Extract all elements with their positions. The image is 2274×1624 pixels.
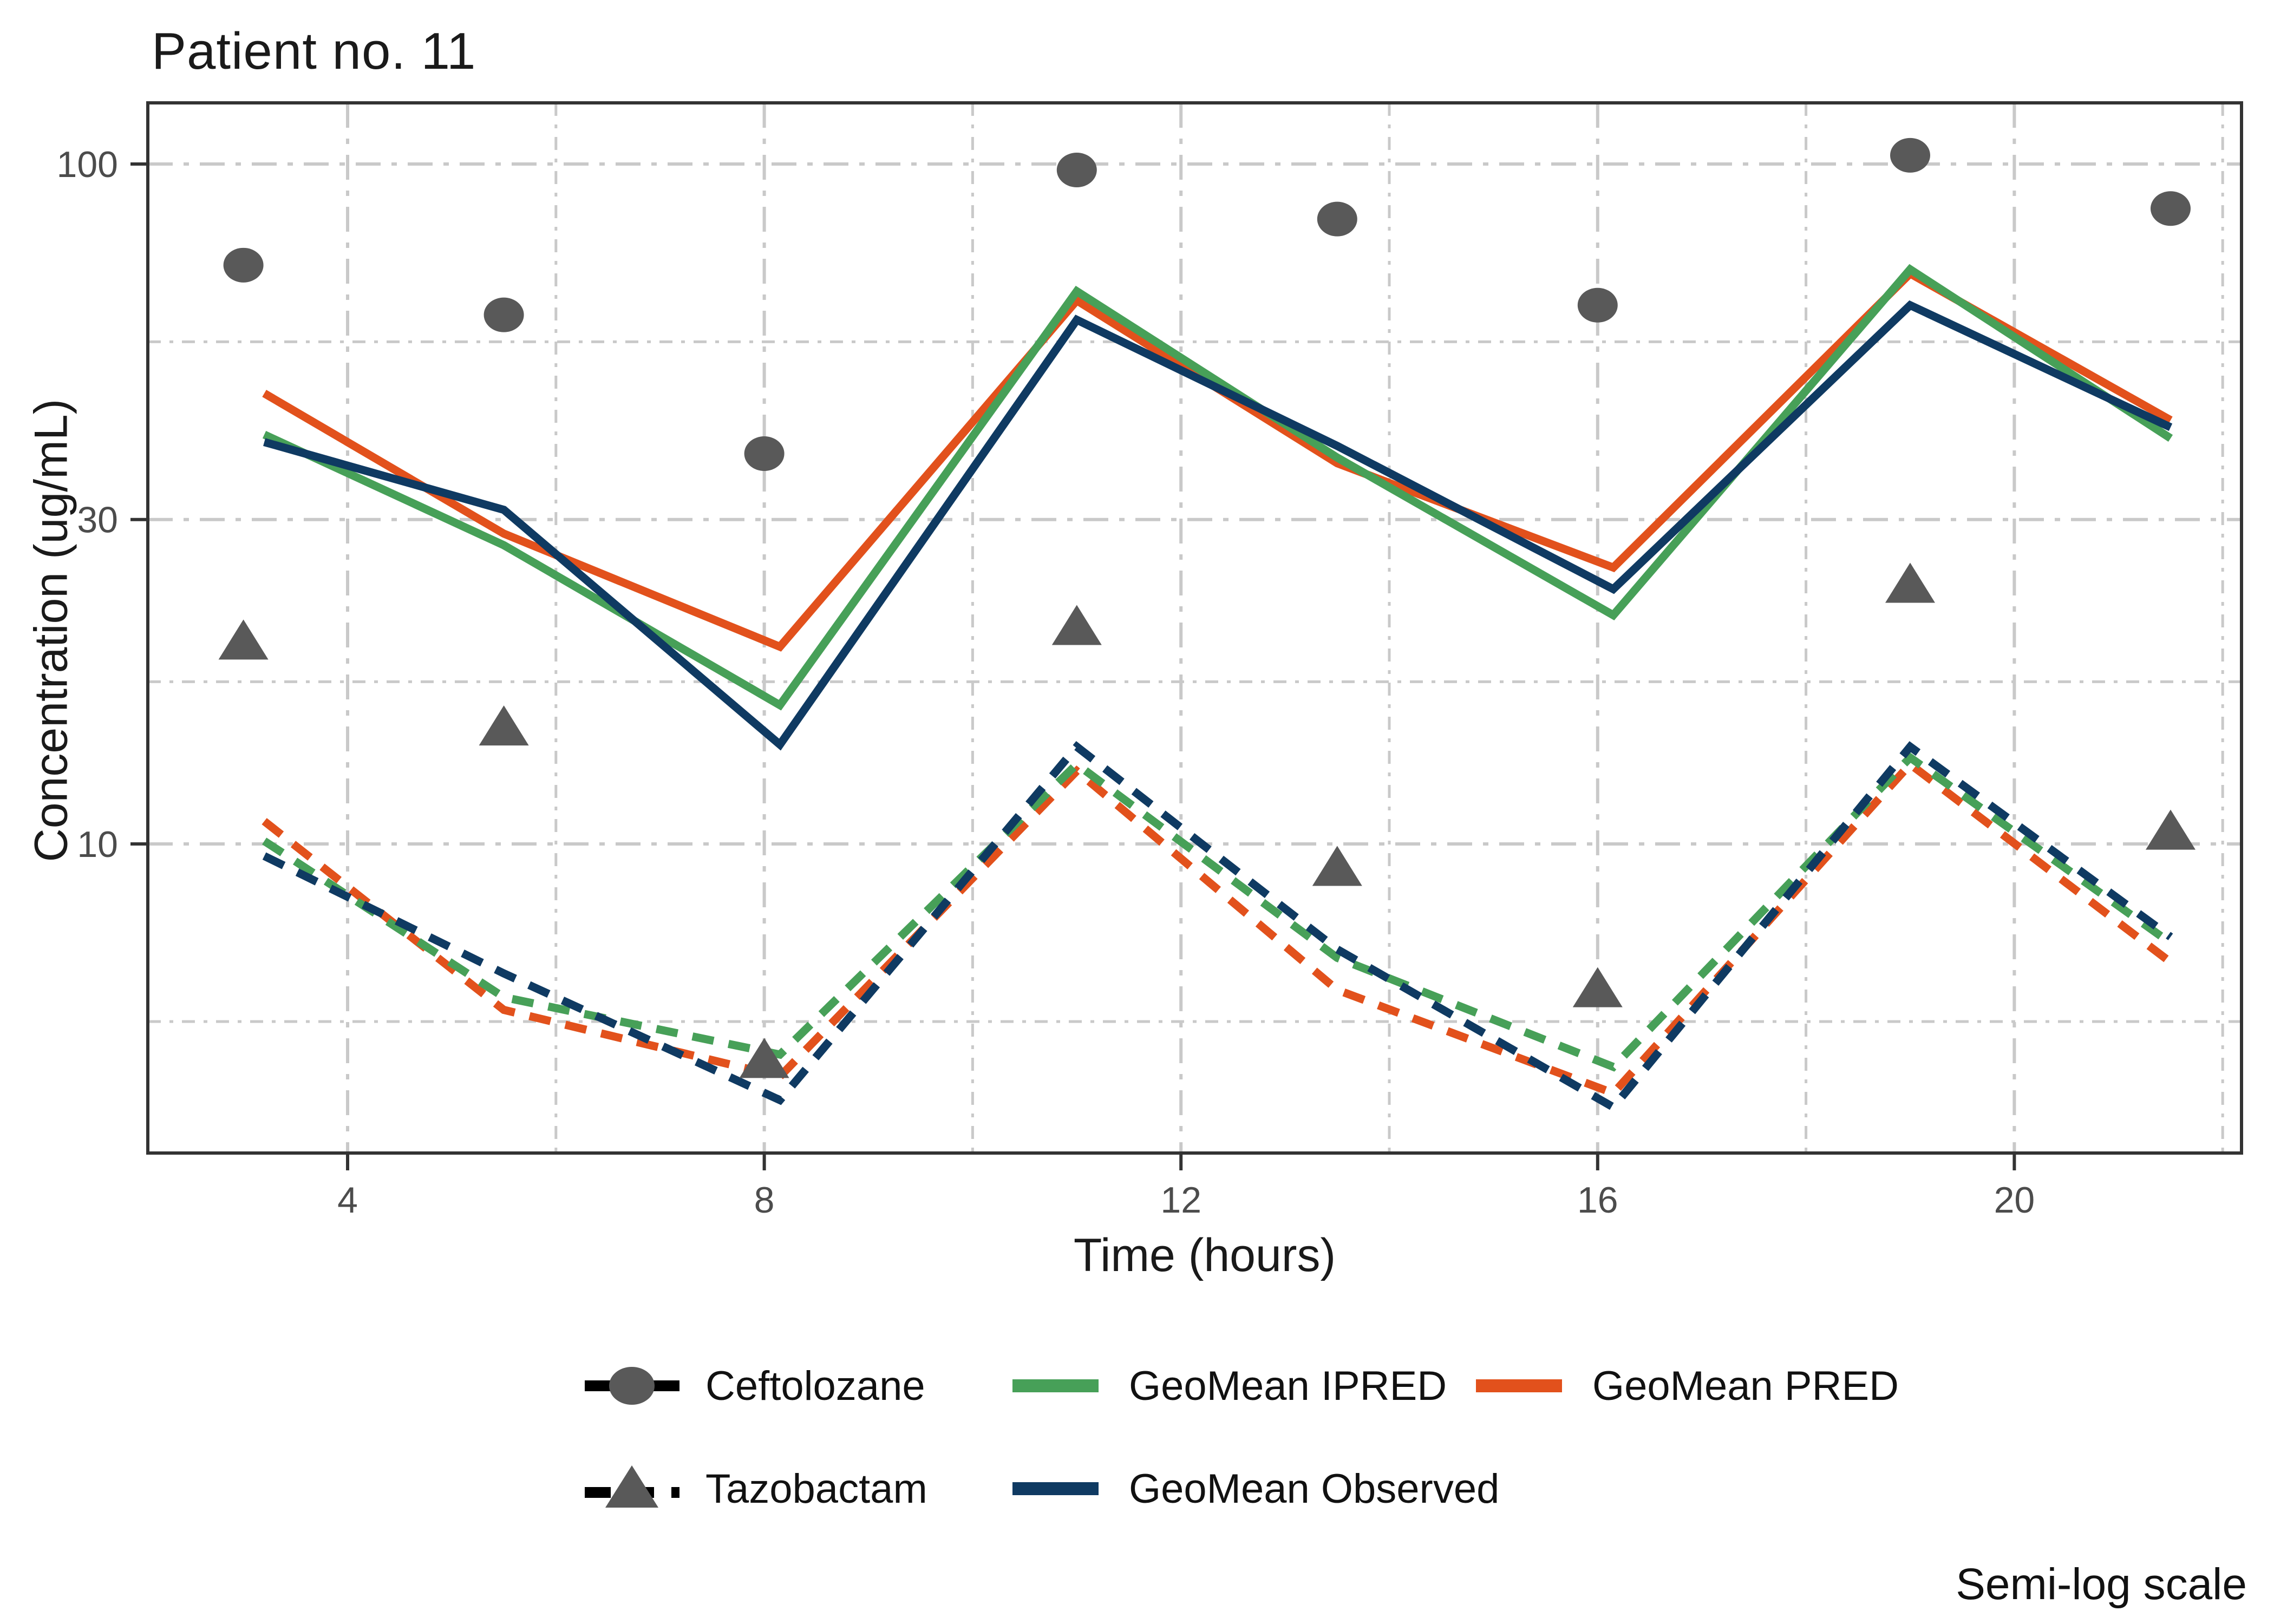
- tazobactam-point: [479, 705, 529, 746]
- legend-item-geomean-ipred: GeoMean IPRED: [1008, 1332, 1447, 1440]
- x-axis-title: Time (hours): [1073, 1229, 1336, 1281]
- ceftolozane-point: [1577, 287, 1618, 323]
- axis-ticks-and-labels: 4 8 12 16 20 100 30 10: [57, 144, 2035, 1221]
- legend-item-geomean-pred: GeoMean PRED: [1472, 1332, 1899, 1440]
- x-tick-label: 8: [754, 1180, 775, 1221]
- legend-label: GeoMean IPRED: [1129, 1363, 1447, 1409]
- chart-legend: Ceftolozane GeoMean IPRED GeoMean PRED T…: [585, 1332, 1938, 1559]
- legend-item-tazobactam: Tazobactam: [585, 1435, 927, 1543]
- series-lines: [262, 264, 2173, 1112]
- ceftolozane-point: [1056, 153, 1097, 188]
- legend-label: GeoMean Observed: [1129, 1465, 1500, 1512]
- ceftolozane-point: [223, 247, 264, 283]
- tazobactam-point: [2146, 809, 2195, 850]
- gridlines: [148, 103, 2242, 1153]
- series-line-tazobactam-geomean-observed-tazobactam: [262, 741, 2173, 1112]
- ceftolozane-point: [744, 436, 785, 472]
- scale-note: Semi-log scale: [1956, 1560, 2247, 1609]
- y-axis-title: Concentration (ug/mL): [25, 398, 77, 862]
- legend-label: Ceftolozane: [705, 1363, 925, 1409]
- series-line-ceftolozane-geomean-ipred-ceftolozane: [262, 264, 2173, 711]
- triangle-marker-icon: [585, 1465, 679, 1508]
- legend-label: Tazobactam: [705, 1465, 927, 1512]
- series-line-ceftolozane-geomean-observed-ceftolozane: [263, 300, 2173, 751]
- y-tick-label: 30: [77, 500, 118, 541]
- panel-border: [146, 101, 2243, 1155]
- legend-item-ceftolozane: Ceftolozane: [585, 1332, 925, 1440]
- green-line-icon: [1012, 1379, 1099, 1392]
- ceftolozane-point: [483, 297, 524, 332]
- x-tick-label: 12: [1160, 1180, 1201, 1221]
- y-tick-label: 100: [57, 144, 118, 185]
- series-line-tazobactam-geomean-pred-tazobactam: [262, 758, 2173, 1098]
- x-tick-label: 16: [1577, 1180, 1618, 1221]
- legend-item-geomean-observed: GeoMean Observed: [1008, 1435, 1499, 1543]
- ceftolozane-point: [2151, 191, 2191, 226]
- x-tick-label: 4: [337, 1180, 358, 1221]
- ceftolozane-point: [1317, 201, 1357, 237]
- x-tick-label: 20: [1994, 1180, 2035, 1221]
- tazobactam-point: [1572, 967, 1623, 1007]
- plot-panel: [148, 103, 2242, 1153]
- tazobactam-point: [1885, 562, 1935, 603]
- y-tick-label: 10: [77, 824, 118, 865]
- navy-line-icon: [1012, 1482, 1099, 1495]
- tazobactam-point: [1312, 846, 1362, 886]
- tazobactam-point: [218, 619, 269, 660]
- orange-line-icon: [1476, 1379, 1562, 1392]
- circle-marker-icon: [585, 1367, 679, 1405]
- page-title: Patient no. 11: [152, 22, 476, 80]
- tazobactam-point: [739, 1038, 789, 1078]
- observed-points: [218, 137, 2195, 1078]
- ceftolozane-point: [1890, 137, 1930, 173]
- tazobactam-point: [1051, 605, 1102, 645]
- legend-label: GeoMean PRED: [1592, 1363, 1899, 1409]
